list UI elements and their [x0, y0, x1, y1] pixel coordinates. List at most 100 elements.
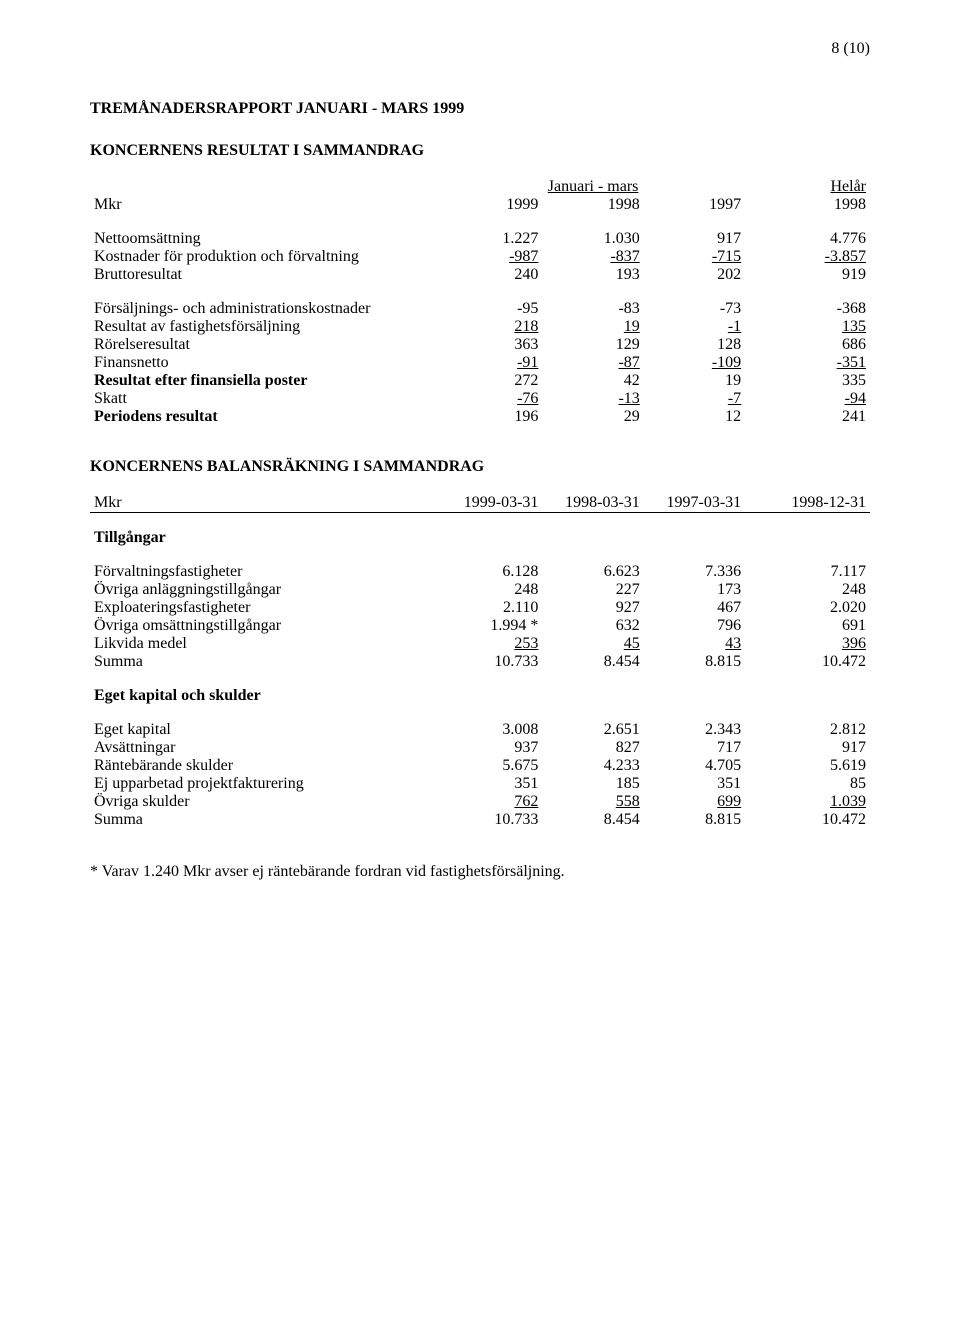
cell: 196	[441, 408, 542, 426]
cell: -83	[542, 300, 643, 318]
cell: 6.128	[441, 563, 542, 581]
table-row: Eget kapital och skulder	[90, 687, 870, 705]
cell: 128	[644, 336, 745, 354]
col-year: 1999	[441, 196, 542, 214]
cell: 253	[441, 635, 542, 653]
row-label: Eget kapital	[90, 721, 441, 739]
cell: -76	[441, 390, 542, 408]
cell: 85	[745, 775, 870, 793]
cell: 8.454	[542, 653, 643, 671]
row-label: Förvaltningsfastigheter	[90, 563, 441, 581]
balance-heading: KONCERNENS BALANSRÄKNING I SAMMANDRAG	[90, 458, 870, 476]
fullyear-header: Helår	[745, 178, 870, 196]
cell: 351	[644, 775, 745, 793]
page: 8 (10) TREMÅNADERSRAPPORT JANUARI - MARS…	[0, 0, 960, 1333]
cell: 8.454	[542, 811, 643, 829]
cell: 193	[542, 266, 643, 284]
cell: 4.776	[745, 230, 870, 248]
cell: 927	[542, 599, 643, 617]
row-label: Finansnetto	[90, 354, 441, 372]
cell: 248	[441, 581, 542, 599]
cell: 917	[745, 739, 870, 757]
table-row: Mkr 1999 1998 1997 1998	[90, 196, 870, 214]
equity-subheading: Eget kapital och skulder	[90, 687, 870, 705]
cell: 173	[644, 581, 745, 599]
table-row: Summa 10.733 8.454 8.815 10.472	[90, 811, 870, 829]
cell: 241	[745, 408, 870, 426]
cell: 129	[542, 336, 643, 354]
row-label: Skatt	[90, 390, 441, 408]
col-year: 1998	[745, 196, 870, 214]
table-row: Övriga anläggningstillgångar 248 227 173…	[90, 581, 870, 599]
cell: -7	[644, 390, 745, 408]
cell: 5.619	[745, 757, 870, 775]
footnote: * Varav 1.240 Mkr avser ej räntebärande …	[90, 863, 870, 881]
cell: -13	[542, 390, 643, 408]
cell: -87	[542, 354, 643, 372]
cell: 917	[644, 230, 745, 248]
row-label: Räntebärande skulder	[90, 757, 441, 775]
col-date: 1999-03-31	[441, 494, 542, 513]
cell: 827	[542, 739, 643, 757]
table-row: Periodens resultat 196 29 12 241	[90, 408, 870, 426]
cell: 10.472	[745, 653, 870, 671]
cell: 467	[644, 599, 745, 617]
cell: 2.020	[745, 599, 870, 617]
cell: -95	[441, 300, 542, 318]
assets-subheading: Tillgångar	[90, 529, 870, 547]
row-label: Övriga skulder	[90, 793, 441, 811]
cell: -94	[745, 390, 870, 408]
cell: 29	[542, 408, 643, 426]
cell: 1.030	[542, 230, 643, 248]
table-row: Räntebärande skulder 5.675 4.233 4.705 5…	[90, 757, 870, 775]
cell: 135	[745, 318, 870, 336]
cell: -368	[745, 300, 870, 318]
row-label: Exploateringsfastigheter	[90, 599, 441, 617]
col-date: 1997-03-31	[644, 494, 745, 513]
row-label: Avsättningar	[90, 739, 441, 757]
cell: 2.343	[644, 721, 745, 739]
cell: 762	[441, 793, 542, 811]
cell: -837	[542, 248, 643, 266]
period-header: Januari - mars	[441, 178, 745, 196]
cell: 2.651	[542, 721, 643, 739]
row-label: Periodens resultat	[90, 408, 441, 426]
cell: 10.733	[441, 653, 542, 671]
cell: 10.472	[745, 811, 870, 829]
cell: -351	[745, 354, 870, 372]
cell: 558	[542, 793, 643, 811]
cell: 248	[745, 581, 870, 599]
cell: 351	[441, 775, 542, 793]
cell: 937	[441, 739, 542, 757]
result-heading: KONCERNENS RESULTAT I SAMMANDRAG	[90, 142, 870, 160]
table-row: Skatt -76 -13 -7 -94	[90, 390, 870, 408]
balance-table: Mkr 1999-03-31 1998-03-31 1997-03-31 199…	[90, 494, 870, 829]
table-row: Avsättningar 937 827 717 917	[90, 739, 870, 757]
row-label: Övriga anläggningstillgångar	[90, 581, 441, 599]
table-row: Försäljnings- och administrationskostnad…	[90, 300, 870, 318]
cell: 12	[644, 408, 745, 426]
table-row: Rörelseresultat 363 129 128 686	[90, 336, 870, 354]
cell: 686	[745, 336, 870, 354]
cell: -91	[441, 354, 542, 372]
row-label: Bruttoresultat	[90, 266, 441, 284]
cell: 202	[644, 266, 745, 284]
cell: 3.008	[441, 721, 542, 739]
table-row: Resultat av fastighetsförsäljning 218 19…	[90, 318, 870, 336]
cell: 717	[644, 739, 745, 757]
table-row: Exploateringsfastigheter 2.110 927 467 2…	[90, 599, 870, 617]
cell: 10.733	[441, 811, 542, 829]
row-label: Summa	[90, 811, 441, 829]
table-row: Finansnetto -91 -87 -109 -351	[90, 354, 870, 372]
col-mkr: Mkr	[90, 494, 441, 513]
table-row: Ej upparbetad projektfakturering 351 185…	[90, 775, 870, 793]
row-label: Rörelseresultat	[90, 336, 441, 354]
table-row: Övriga skulder 762 558 699 1.039	[90, 793, 870, 811]
row-label: Ej upparbetad projektfakturering	[90, 775, 441, 793]
cell: 5.675	[441, 757, 542, 775]
row-label: Kostnader för produktion och förvaltning	[90, 248, 441, 266]
cell: 45	[542, 635, 643, 653]
row-label: Försäljnings- och administrationskostnad…	[90, 300, 441, 318]
row-label: Resultat av fastighetsförsäljning	[90, 318, 441, 336]
cell: 8.815	[644, 653, 745, 671]
